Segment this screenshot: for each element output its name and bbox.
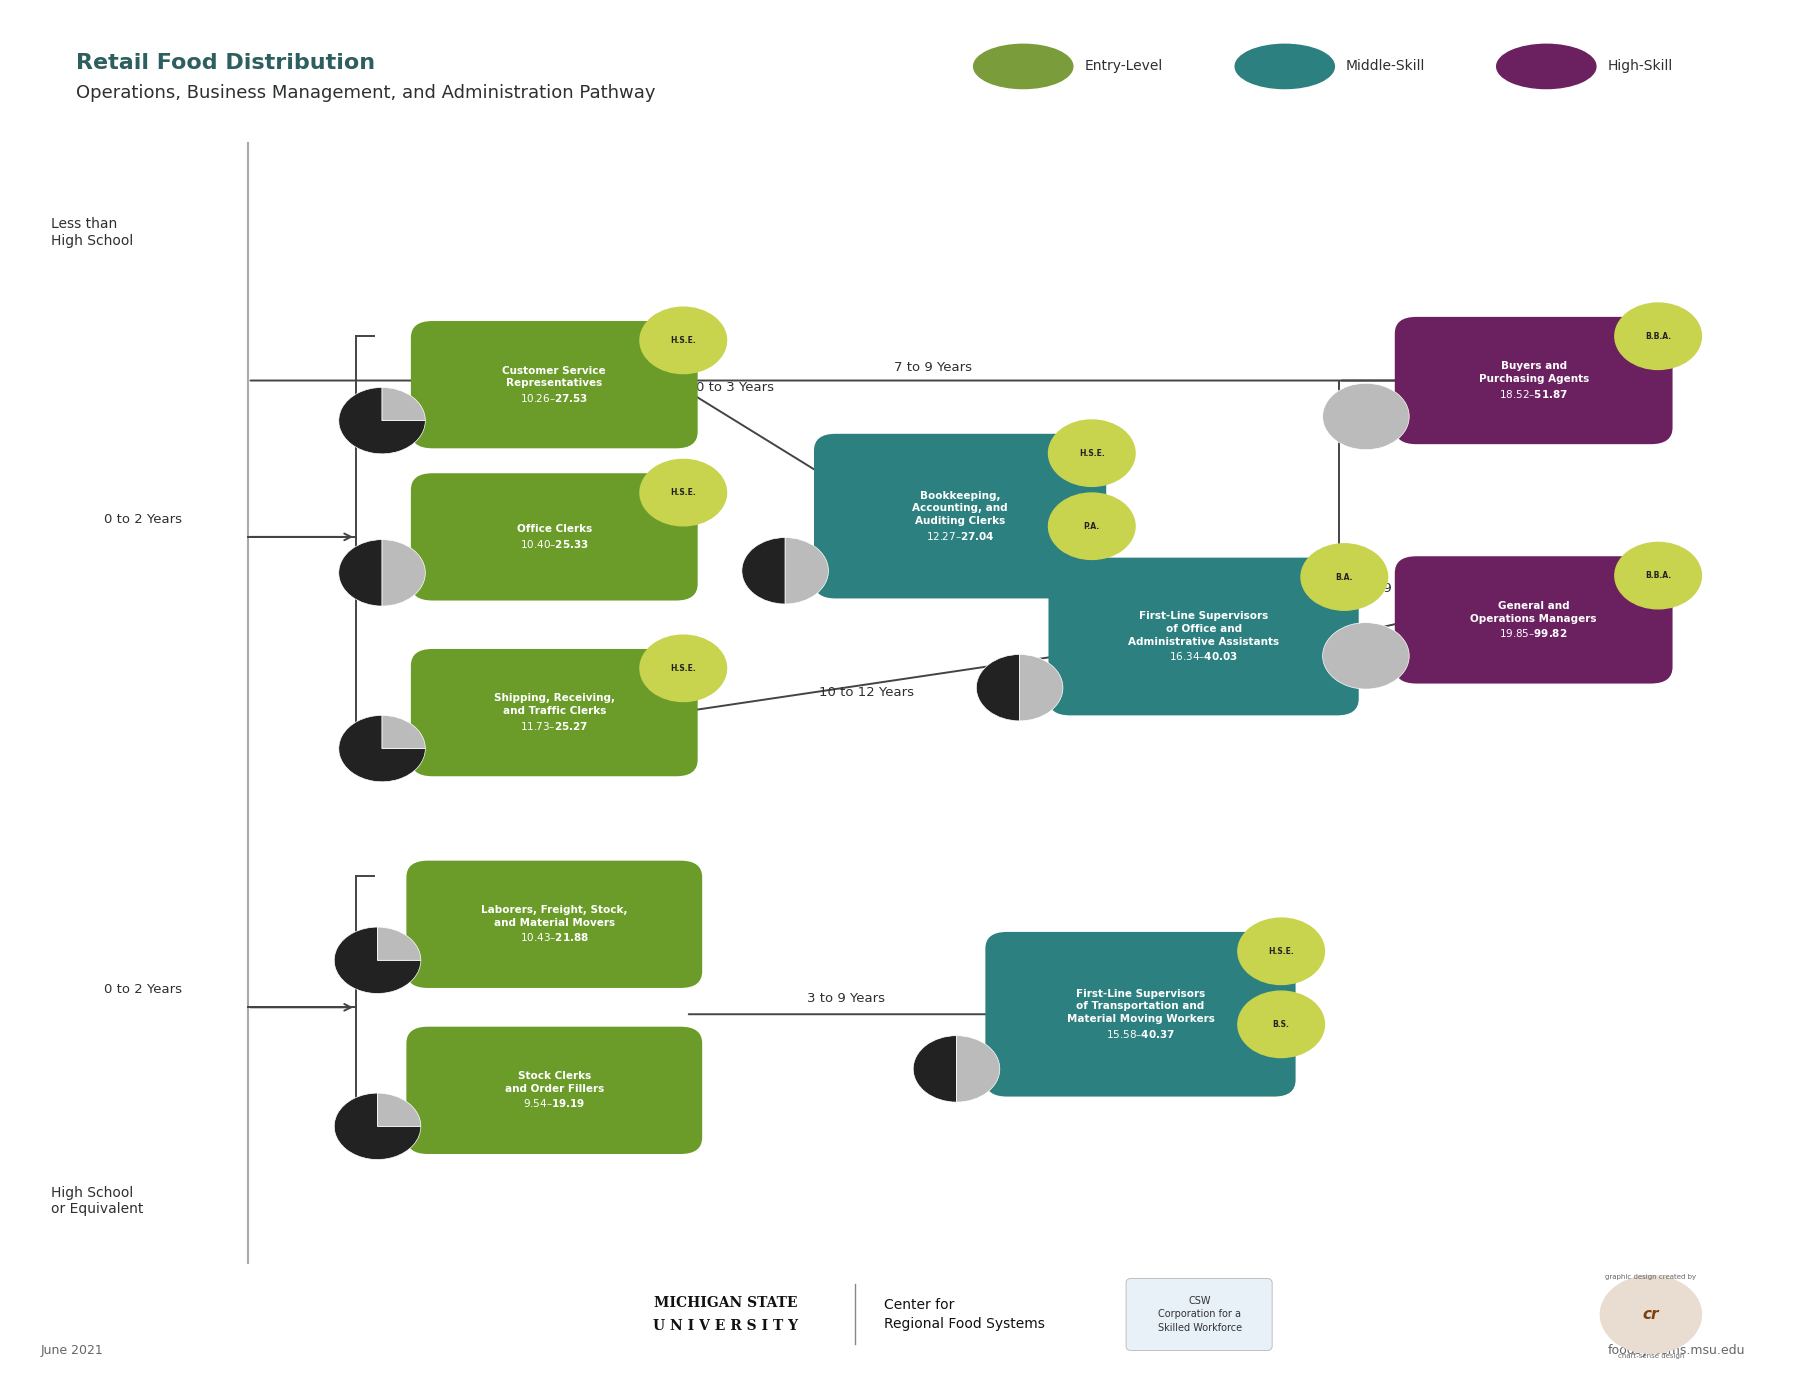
Text: Less than
High School: Less than High School <box>51 217 134 248</box>
FancyBboxPatch shape <box>406 860 703 988</box>
Wedge shape <box>382 715 426 749</box>
Wedge shape <box>785 537 828 604</box>
Ellipse shape <box>973 45 1073 89</box>
Wedge shape <box>741 537 785 604</box>
Text: 0 to 2 Years: 0 to 2 Years <box>103 512 181 526</box>
Text: H.S.E.: H.S.E. <box>670 489 696 497</box>
Circle shape <box>640 308 727 373</box>
Text: Buyers and
Purchasing Agents
$18.52–$51.87: Buyers and Purchasing Agents $18.52–$51.… <box>1479 362 1589 400</box>
Text: 10 to 12 Years: 10 to 12 Years <box>819 686 913 699</box>
Text: Middle-Skill: Middle-Skill <box>1346 60 1426 74</box>
FancyBboxPatch shape <box>411 649 698 777</box>
Wedge shape <box>382 387 426 420</box>
Wedge shape <box>333 1093 420 1160</box>
FancyBboxPatch shape <box>1125 1278 1272 1350</box>
Text: Bookkeeping,
Accounting, and
Auditing Clerks
$12.27–$27.04: Bookkeeping, Accounting, and Auditing Cl… <box>911 490 1007 541</box>
FancyBboxPatch shape <box>1395 557 1672 683</box>
Text: Retail Food Distribution: Retail Food Distribution <box>76 53 375 72</box>
Circle shape <box>1614 303 1701 369</box>
Text: foodsystems.msu.edu: foodsystems.msu.edu <box>1607 1345 1745 1357</box>
Text: Center for
Regional Food Systems: Center for Regional Food Systems <box>884 1297 1046 1331</box>
Text: Shipping, Receiving,
and Traffic Clerks
$11.73–$25.27: Shipping, Receiving, and Traffic Clerks … <box>495 693 614 732</box>
Text: B.A.: B.A. <box>1335 572 1354 582</box>
FancyBboxPatch shape <box>406 1027 703 1154</box>
Text: B.B.A.: B.B.A. <box>1645 331 1671 341</box>
Text: High School
or Equivalent: High School or Equivalent <box>51 1186 143 1217</box>
Circle shape <box>1301 544 1388 610</box>
Text: Office Clerks
$10.40–$25.33: Office Clerks $10.40–$25.33 <box>516 525 593 550</box>
Ellipse shape <box>1236 45 1334 89</box>
Wedge shape <box>1323 383 1410 450</box>
Text: H.S.E.: H.S.E. <box>670 335 696 345</box>
Text: 3 to 9 Years: 3 to 9 Years <box>808 991 886 1005</box>
FancyBboxPatch shape <box>411 473 698 600</box>
FancyBboxPatch shape <box>814 434 1105 599</box>
FancyBboxPatch shape <box>1049 558 1359 715</box>
Text: H.S.E.: H.S.E. <box>670 664 696 672</box>
Circle shape <box>1238 919 1325 984</box>
Wedge shape <box>977 654 1020 721</box>
Text: 7 to 9 Years: 7 to 9 Years <box>1354 582 1431 594</box>
Text: General and
Operations Managers
$19.85–$99.82: General and Operations Managers $19.85–$… <box>1470 601 1596 639</box>
Circle shape <box>640 459 727 526</box>
Text: 0 to 2 Years: 0 to 2 Years <box>103 983 181 997</box>
Circle shape <box>1049 420 1134 486</box>
Text: Operations, Business Management, and Administration Pathway: Operations, Business Management, and Adm… <box>76 85 656 103</box>
Text: MICHIGAN STATE
U N I V E R S I T Y: MICHIGAN STATE U N I V E R S I T Y <box>652 1296 799 1334</box>
FancyBboxPatch shape <box>411 322 698 448</box>
Text: Laborers, Freight, Stock,
and Material Movers
$10.43–$21.88: Laborers, Freight, Stock, and Material M… <box>480 905 627 944</box>
Ellipse shape <box>1497 45 1596 89</box>
Wedge shape <box>333 927 420 994</box>
Text: CSW
Corporation for a
Skilled Workforce: CSW Corporation for a Skilled Workforce <box>1158 1296 1241 1332</box>
Wedge shape <box>339 387 426 454</box>
Wedge shape <box>1323 622 1410 689</box>
Text: graphic design created by: graphic design created by <box>1605 1274 1696 1279</box>
FancyBboxPatch shape <box>986 931 1296 1097</box>
Wedge shape <box>913 1036 957 1102</box>
Text: H.S.E.: H.S.E. <box>1078 448 1105 458</box>
FancyBboxPatch shape <box>1395 317 1672 444</box>
Wedge shape <box>339 540 382 606</box>
Circle shape <box>1600 1275 1701 1353</box>
Text: B.S.: B.S. <box>1272 1020 1290 1029</box>
Wedge shape <box>382 540 426 606</box>
Text: H.S.E.: H.S.E. <box>1268 947 1294 956</box>
Text: First-Line Supervisors
of Office and
Administrative Assistants
$16.34–$40.03: First-Line Supervisors of Office and Adm… <box>1129 611 1279 663</box>
Text: Stock Clerks
and Order Fillers
$9.54–$19.19: Stock Clerks and Order Fillers $9.54–$19… <box>506 1072 603 1109</box>
Circle shape <box>1238 991 1325 1058</box>
Text: 7 to 9 Years: 7 to 9 Years <box>893 361 971 373</box>
Text: High-Skill: High-Skill <box>1607 60 1672 74</box>
Text: Entry-Level: Entry-Level <box>1085 60 1163 74</box>
Text: First-Line Supervisors
of Transportation and
Material Moving Workers
$15.58–$40.: First-Line Supervisors of Transportation… <box>1067 988 1214 1040</box>
Wedge shape <box>1020 654 1064 721</box>
Wedge shape <box>377 1093 420 1126</box>
Text: 0 to 3 Years: 0 to 3 Years <box>696 381 774 394</box>
Circle shape <box>640 635 727 702</box>
Text: Customer Service
Representatives
$10.26–$27.53: Customer Service Representatives $10.26–… <box>502 366 605 404</box>
Wedge shape <box>377 927 420 960</box>
Text: P.A.: P.A. <box>1084 522 1100 530</box>
Text: B.B.A.: B.B.A. <box>1645 571 1671 580</box>
Text: chart-sense design: chart-sense design <box>1618 1353 1683 1359</box>
Circle shape <box>1049 493 1134 560</box>
Wedge shape <box>339 715 426 782</box>
Circle shape <box>1614 543 1701 608</box>
Text: cr: cr <box>1643 1307 1660 1322</box>
Text: June 2021: June 2021 <box>40 1345 103 1357</box>
Wedge shape <box>957 1036 1000 1102</box>
